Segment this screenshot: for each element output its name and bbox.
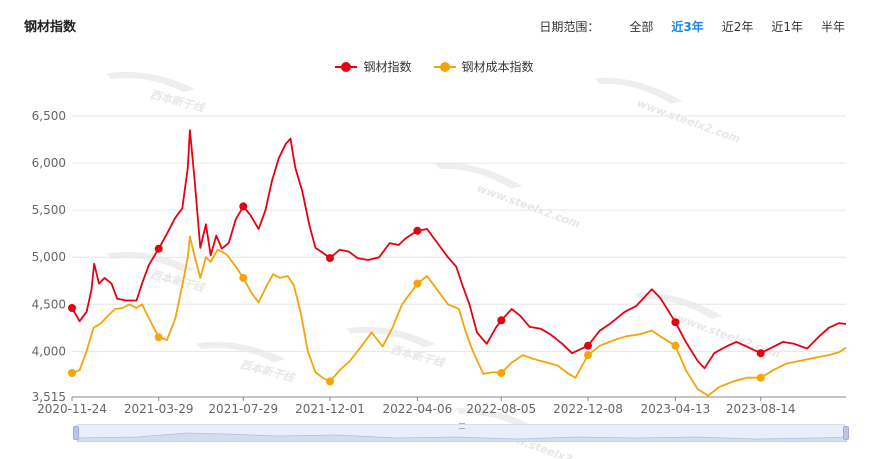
x-tick-label: 2023-04-13 (641, 402, 711, 416)
steel-index-point (68, 304, 76, 312)
x-tick-label: 2022-08-05 (466, 402, 536, 416)
range-option-half-year[interactable]: 半年 (820, 20, 845, 34)
watermark-swoosh (635, 292, 723, 319)
legend-steel-symbol (335, 61, 358, 73)
watermark-swoosh (595, 77, 683, 104)
x-tick-label: 2023-08-14 (726, 402, 796, 416)
y-tick-label: 6,000 (32, 156, 66, 170)
range-option-all[interactable]: 全部 (629, 20, 654, 34)
data-zoom-handle-left[interactable] (73, 426, 79, 440)
date-range-selector: 日期范围： 全部 近3年 近2年 近1年 半年 (539, 18, 845, 35)
x-tick-label: 2021-07-29 (208, 402, 278, 416)
steel-cost-index-point (497, 369, 506, 377)
steel-cost-index-point (413, 279, 422, 288)
range-option-2y[interactable]: 近2年 (721, 20, 754, 34)
steel-cost-index-point (584, 351, 592, 360)
steel-cost-index-point (326, 377, 334, 386)
data-zoom-grip[interactable] (459, 423, 465, 429)
x-axis: 2020-11-24 2021-03-29 2021-07-29 2021-12-01… (37, 396, 846, 416)
legend-steel-label: 钢材指数 (363, 60, 412, 74)
watermark-swoosh (346, 326, 436, 348)
y-tick-label: 6,500 (32, 109, 66, 123)
legend-cost-symbol (433, 61, 456, 73)
data-zoom-preview (77, 432, 847, 442)
steel-cost-index-line (71, 235, 847, 397)
steel-cost-index-point (68, 369, 76, 377)
y-tick-label: 5,000 (32, 250, 66, 264)
watermark: www.steelx2.com (595, 77, 742, 146)
steel-cost-index-point (671, 341, 680, 350)
watermark-text: 西本新干线 (239, 358, 297, 385)
watermark-swoosh (435, 162, 523, 189)
page-title: 钢材指数 (24, 20, 77, 35)
steel-cost-index-point (154, 333, 163, 342)
steel-cost-index-point (756, 373, 765, 382)
watermark: 西本新干线 (106, 71, 207, 115)
steel-index-point (239, 202, 248, 211)
y-tick-label: 4,500 (32, 297, 66, 311)
steel-index-point (154, 244, 163, 253)
x-tick-label: 2021-03-29 (124, 402, 194, 416)
y-tick-label: 5,500 (32, 203, 66, 217)
steel-index-point (756, 349, 765, 358)
series-layer (68, 129, 847, 397)
range-option-1y[interactable]: 近1年 (771, 20, 803, 34)
watermark: 西本新干线 (196, 341, 297, 385)
watermark-text: 西本新干线 (149, 88, 207, 115)
legend-cost-label: 钢材成本指数 (461, 60, 534, 74)
watermark-swoosh (106, 71, 196, 93)
legend-item-steel-index[interactable]: 钢材指数 (335, 58, 412, 75)
date-range-label: 日期范围： (539, 20, 600, 34)
data-zoom-handle-right[interactable] (843, 426, 849, 440)
x-tick-label: 2021-12-01 (295, 402, 365, 416)
watermark: www.steelx2.com (635, 292, 782, 361)
data-zoom-slider[interactable] (73, 423, 849, 442)
y-axis: 3,515 4,000 4,500 5,000 5,500 6,000 6,500 (32, 109, 66, 404)
y-tick-label: 3,515 (32, 390, 66, 404)
watermark: www.steelx2.com (435, 162, 582, 231)
watermark-swoosh (196, 341, 286, 363)
steel-index-point (671, 318, 680, 327)
x-tick-label: 2022-04-06 (383, 402, 453, 416)
steel-index-line (71, 129, 847, 370)
watermark-text: 西本新干线 (389, 343, 447, 370)
watermark: 西本新干线 (346, 326, 447, 370)
watermark-text: www.steelx2.com (635, 96, 742, 145)
steel-index-point (326, 254, 334, 263)
legend-item-cost-index[interactable]: 钢材成本指数 (433, 58, 534, 75)
watermark-text: www.steelx2.com (675, 311, 782, 360)
y-tick-label: 4,000 (32, 344, 66, 358)
steel-index-point (497, 316, 506, 325)
range-option-3y[interactable]: 近3年 (671, 20, 704, 34)
steel-index-point (584, 341, 592, 350)
steel-cost-index-point (239, 273, 248, 282)
steel-index-point (413, 226, 422, 235)
data-zoom-track[interactable] (76, 423, 847, 442)
watermark-text: www.steelx2.com (475, 181, 582, 230)
x-tick-label: 2020-11-24 (37, 402, 107, 416)
chart-legend: 钢材指数 钢材成本指数 (0, 58, 869, 75)
x-tick-label: 2022-12-08 (553, 402, 623, 416)
